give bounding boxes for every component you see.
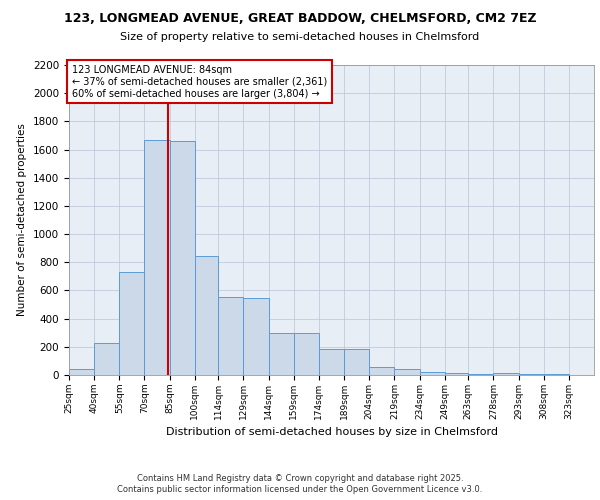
Bar [468, 374, 493, 375]
Bar [544, 374, 569, 375]
Bar [94, 342, 119, 375]
X-axis label: Distribution of semi-detached houses by size in Chelmsford: Distribution of semi-detached houses by … [166, 428, 497, 438]
Bar [294, 334, 319, 375]
Bar [493, 373, 518, 375]
Text: Contains HM Land Registry data © Crown copyright and database right 2025.
Contai: Contains HM Land Registry data © Crown c… [118, 474, 482, 494]
Y-axis label: Number of semi-detached properties: Number of semi-detached properties [17, 124, 28, 316]
Bar [394, 370, 419, 375]
Bar [145, 140, 170, 375]
Bar [195, 256, 218, 375]
Bar [269, 332, 294, 375]
Bar [244, 298, 269, 375]
Text: 123, LONGMEAD AVENUE, GREAT BADDOW, CHELMSFORD, CM2 7EZ: 123, LONGMEAD AVENUE, GREAT BADDOW, CHEL… [64, 12, 536, 26]
Text: 123 LONGMEAD AVENUE: 84sqm
← 37% of semi-detached houses are smaller (2,361)
60%: 123 LONGMEAD AVENUE: 84sqm ← 37% of semi… [73, 66, 328, 98]
Bar [218, 297, 244, 375]
Bar [170, 141, 195, 375]
Bar [319, 349, 344, 375]
Bar [69, 370, 94, 375]
Bar [119, 272, 145, 375]
Bar [369, 366, 394, 375]
Text: Size of property relative to semi-detached houses in Chelmsford: Size of property relative to semi-detach… [121, 32, 479, 42]
Bar [445, 373, 468, 375]
Bar [344, 349, 369, 375]
Bar [419, 372, 445, 375]
Bar [518, 374, 544, 375]
